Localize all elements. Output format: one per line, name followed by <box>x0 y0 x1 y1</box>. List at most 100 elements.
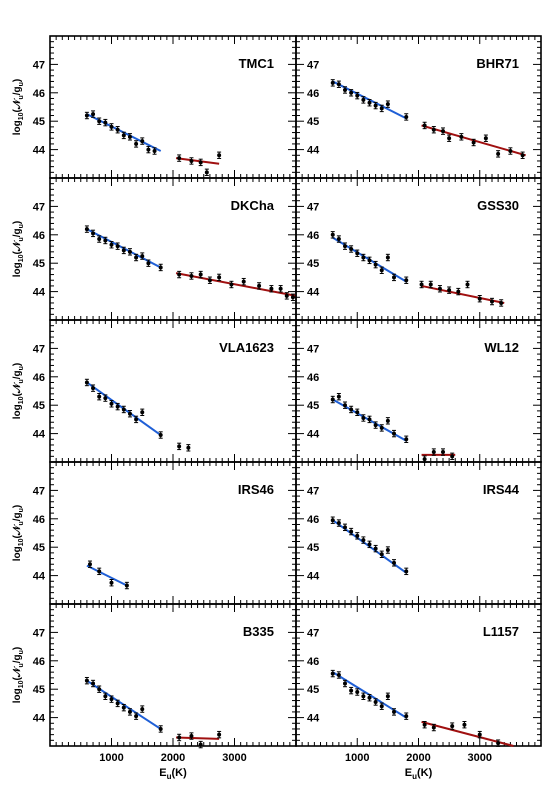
data-point <box>186 444 191 452</box>
y-tick-label: 45 <box>307 116 319 128</box>
panel-irs46: 44 45 46 47 IRS46 <box>33 461 297 605</box>
y-tick-label: 46 <box>33 230 45 242</box>
point-marker <box>127 709 132 714</box>
point-marker <box>422 722 427 727</box>
data-point <box>127 708 132 716</box>
data-point <box>134 140 139 148</box>
data-point <box>91 110 96 118</box>
point-marker <box>379 704 384 709</box>
data-point <box>140 705 145 713</box>
data-point <box>103 394 108 402</box>
point-marker <box>290 295 295 300</box>
point-marker <box>441 450 445 455</box>
y-tick-label: 45 <box>33 684 45 696</box>
data-point <box>121 703 126 712</box>
point-marker <box>91 386 96 391</box>
y-axis-label-part: log <box>12 546 23 561</box>
data-point <box>373 698 378 706</box>
data-point <box>189 732 194 740</box>
data-point <box>103 118 108 127</box>
x-tick-label: 2000 <box>161 752 185 764</box>
y-axis-label-part: /g <box>12 86 23 95</box>
data-point <box>91 384 96 392</box>
data-point <box>367 415 372 424</box>
point-marker <box>186 445 191 450</box>
point-marker <box>189 734 194 739</box>
data-point <box>431 723 436 732</box>
y-axis-label-part: log <box>12 262 23 277</box>
data-point <box>422 721 427 729</box>
y-tick-label: 45 <box>33 258 45 270</box>
data-point <box>483 134 488 142</box>
data-point <box>127 133 132 141</box>
y-axis-label-part: ) <box>12 79 23 82</box>
data-point <box>437 285 442 293</box>
point-marker <box>158 726 163 731</box>
data-point <box>465 280 470 289</box>
x-axis-label-part: u <box>167 772 172 781</box>
point-marker <box>456 289 461 294</box>
data-point <box>447 286 452 294</box>
data-point <box>336 80 341 88</box>
data-point <box>508 147 513 155</box>
point-marker <box>361 538 366 543</box>
point-marker <box>343 403 347 408</box>
data-point <box>121 246 126 255</box>
data-point <box>115 699 120 708</box>
data-point <box>373 101 378 110</box>
data-point <box>121 405 126 414</box>
data-point <box>441 448 445 456</box>
y-axis-label: log10(𝒩u/gu) <box>12 363 25 420</box>
point-marker <box>269 286 274 291</box>
data-point <box>91 679 96 688</box>
point-marker <box>483 136 488 141</box>
point-marker <box>392 709 396 714</box>
y-axis-label-part: (𝒩 <box>12 97 23 112</box>
y-tick-label: 44 <box>307 145 320 157</box>
point-marker <box>520 153 525 158</box>
data-point <box>198 270 203 279</box>
point-marker <box>367 417 372 422</box>
data-point <box>158 725 163 733</box>
y-tick-label: 45 <box>307 684 319 696</box>
data-point <box>103 692 108 700</box>
data-point <box>367 99 372 107</box>
point-marker <box>361 255 366 260</box>
data-point <box>330 395 335 404</box>
y-tick-label: 46 <box>33 88 45 100</box>
point-marker <box>97 119 102 124</box>
data-point <box>134 253 139 262</box>
y-axis-label-part: /g <box>12 228 23 237</box>
data-point <box>404 435 409 443</box>
data-point <box>404 276 409 284</box>
point-marker <box>103 396 108 401</box>
y-tick-label: 47 <box>33 201 45 213</box>
point-marker <box>87 562 92 567</box>
y-tick-label: 44 <box>33 429 46 441</box>
point-marker <box>330 80 335 85</box>
y-axis-label-part: u <box>18 224 25 228</box>
data-point <box>496 150 501 158</box>
data-point <box>361 692 366 700</box>
y-tick-label: 45 <box>33 542 45 554</box>
point-marker <box>379 552 384 557</box>
data-point <box>422 121 427 130</box>
data-point <box>379 702 384 710</box>
point-marker <box>379 106 384 111</box>
y-axis-label-part: u <box>18 379 25 383</box>
data-point <box>404 712 409 720</box>
data-point <box>189 157 194 165</box>
data-point <box>330 669 335 678</box>
y-axis-labels: log10(𝒩u/gu)log10(𝒩u/gu)log10(𝒩u/gu)log1… <box>12 79 25 704</box>
data-point <box>428 280 433 289</box>
data-point <box>392 273 396 282</box>
point-marker <box>115 244 120 249</box>
data-point <box>115 126 120 134</box>
point-marker <box>229 282 234 287</box>
y-tick-label: 46 <box>307 88 319 100</box>
point-marker <box>330 232 335 237</box>
point-marker <box>367 695 372 700</box>
hot-fit-line <box>176 736 220 740</box>
x-axis-label-part: (K) <box>171 767 187 779</box>
point-marker <box>385 418 390 423</box>
